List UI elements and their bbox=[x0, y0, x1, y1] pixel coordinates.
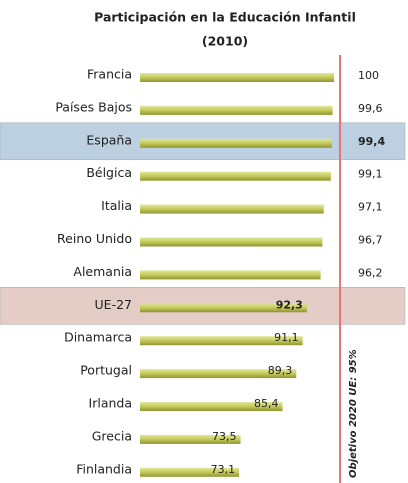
category-label: Grecia bbox=[92, 428, 132, 443]
bar bbox=[140, 237, 323, 247]
category-label: Irlanda bbox=[89, 396, 132, 411]
value-label: 73,1 bbox=[211, 463, 236, 476]
bar bbox=[140, 336, 303, 346]
bar bbox=[140, 138, 332, 148]
bar bbox=[140, 303, 307, 313]
category-label: España bbox=[86, 132, 132, 147]
value-label: 85,4 bbox=[254, 397, 279, 410]
bar bbox=[140, 105, 333, 115]
value-label: 92,3 bbox=[276, 298, 303, 311]
category-label: Bélgica bbox=[86, 165, 132, 180]
bar bbox=[140, 270, 321, 280]
bar bbox=[140, 434, 241, 444]
category-label: Reino Unido bbox=[57, 231, 132, 246]
value-label: 99,1 bbox=[358, 168, 383, 181]
value-label: 97,1 bbox=[358, 201, 383, 214]
category-label: Francia bbox=[87, 67, 132, 82]
value-label: 91,1 bbox=[274, 331, 299, 344]
bar bbox=[140, 402, 283, 411]
value-label: 100 bbox=[358, 69, 379, 82]
value-label: 99,6 bbox=[358, 102, 383, 115]
bar bbox=[140, 73, 334, 82]
bar bbox=[140, 369, 297, 379]
bar bbox=[140, 204, 324, 214]
chart-subtitle: (2010) bbox=[202, 34, 248, 49]
value-label: 96,7 bbox=[358, 234, 383, 247]
category-label: UE-27 bbox=[95, 297, 132, 312]
value-label: 99,4 bbox=[358, 135, 385, 148]
category-label: Italia bbox=[101, 198, 132, 213]
bar bbox=[140, 467, 240, 477]
bar bbox=[140, 171, 331, 181]
category-label: Finlandia bbox=[76, 461, 132, 476]
chart-title: Participación en la Educación Infantil bbox=[94, 10, 356, 25]
category-label: Portugal bbox=[80, 363, 132, 378]
value-label: 73,5 bbox=[212, 430, 237, 443]
value-label: 89,3 bbox=[268, 364, 293, 377]
category-label: Países Bajos bbox=[55, 99, 132, 114]
value-label: 96,2 bbox=[358, 266, 383, 279]
annotation: Objetivo 2020 UE: 95% bbox=[348, 349, 359, 478]
category-label: Alemania bbox=[73, 264, 132, 279]
category-label: Dinamarca bbox=[64, 330, 132, 345]
